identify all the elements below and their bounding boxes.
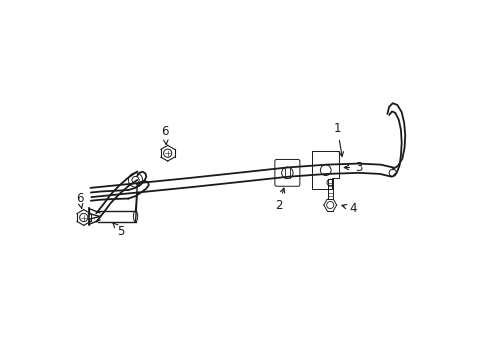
Text: 3: 3 bbox=[344, 161, 362, 174]
Text: 6: 6 bbox=[76, 192, 83, 208]
Circle shape bbox=[163, 149, 171, 157]
FancyBboxPatch shape bbox=[274, 159, 299, 186]
Polygon shape bbox=[312, 152, 339, 189]
Text: 4: 4 bbox=[341, 202, 356, 215]
Text: 1: 1 bbox=[333, 122, 343, 156]
Circle shape bbox=[128, 173, 142, 187]
Text: 6: 6 bbox=[161, 125, 168, 144]
Text: 2: 2 bbox=[274, 188, 284, 212]
Text: 5: 5 bbox=[113, 223, 125, 238]
Circle shape bbox=[80, 213, 88, 222]
Circle shape bbox=[281, 167, 292, 179]
